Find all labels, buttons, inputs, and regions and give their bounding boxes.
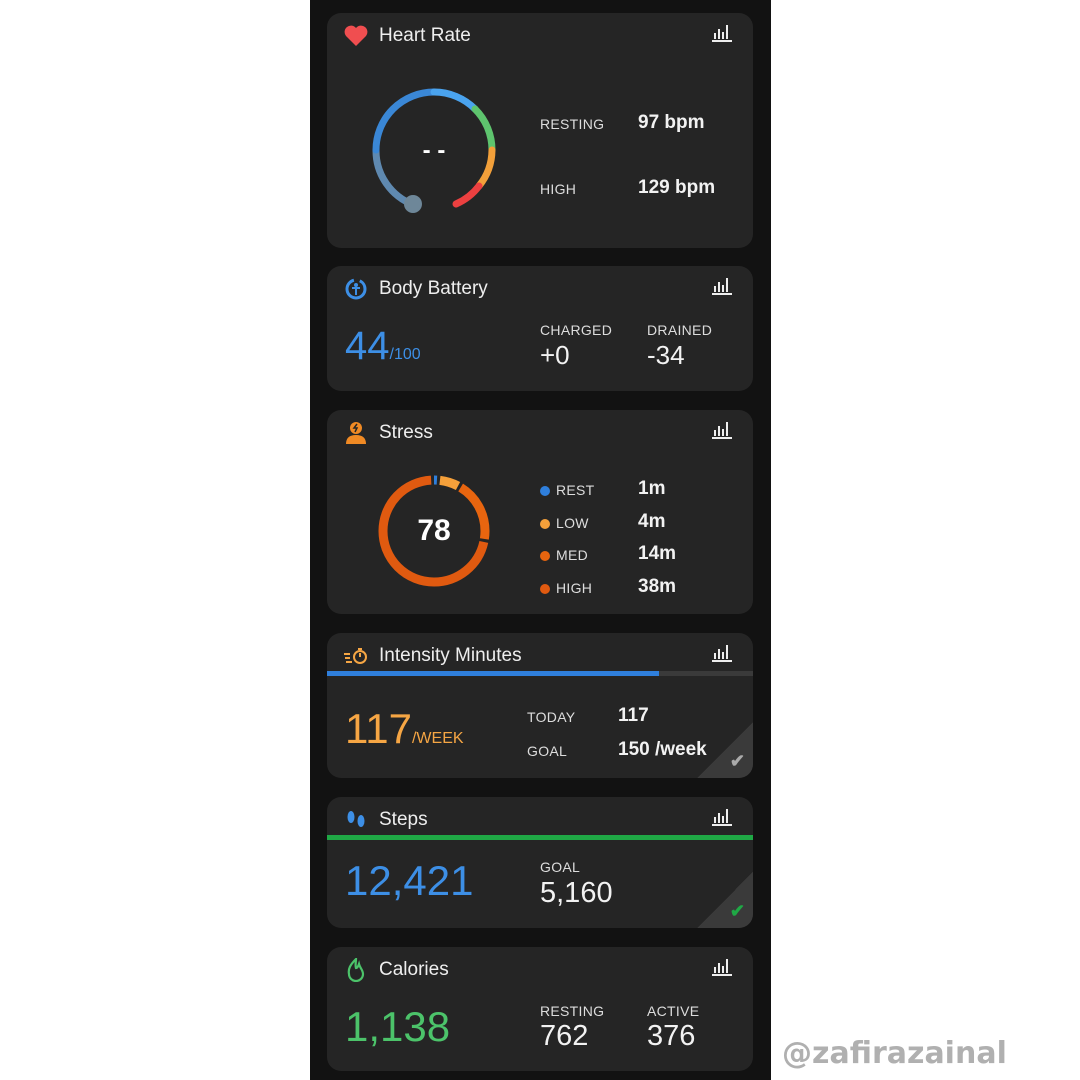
charged-label: CHARGED bbox=[540, 322, 613, 338]
legend-dot bbox=[540, 583, 550, 594]
card-title: Heart Rate bbox=[379, 25, 471, 46]
today-label: TODAY bbox=[527, 709, 576, 725]
bar-chart-icon[interactable] bbox=[711, 807, 733, 827]
bar-chart-icon[interactable] bbox=[711, 23, 733, 43]
stress-level-label: HIGH bbox=[556, 579, 593, 596]
card-title: Intensity Minutes bbox=[379, 645, 522, 666]
calories-card[interactable]: Calories 1,138 RESTING 762 ACTIVE 376 bbox=[327, 947, 753, 1071]
goal-label: GOAL bbox=[540, 859, 581, 875]
steps-value: 12,421 bbox=[345, 857, 474, 904]
goal-value: 150 /week bbox=[618, 739, 707, 760]
goal-value: 5,160 bbox=[540, 877, 613, 909]
intensity-value: 117 bbox=[345, 705, 412, 752]
check-icon: ✔ bbox=[729, 751, 745, 771]
check-icon: ✔ bbox=[729, 901, 745, 921]
stress-level-duration: 4m bbox=[638, 510, 666, 532]
stress-high-segment bbox=[378, 475, 490, 587]
bar-chart-icon[interactable] bbox=[711, 420, 733, 440]
high-value: 129 bpm bbox=[638, 177, 716, 198]
drained-value: -34 bbox=[647, 340, 685, 370]
body-battery-max: /100 bbox=[389, 346, 421, 363]
stress-legend-rest: REST bbox=[540, 482, 595, 498]
flame-icon bbox=[343, 957, 369, 983]
legend-dot bbox=[540, 486, 550, 497]
stress-rest-segment bbox=[378, 475, 490, 587]
active-label: ACTIVE bbox=[647, 1003, 700, 1019]
goal-status-corner: ✔ bbox=[697, 722, 753, 778]
calories-value: 1,138 bbox=[345, 1003, 451, 1050]
bar-chart-icon[interactable] bbox=[711, 643, 733, 663]
intensity-progress-bar bbox=[327, 671, 753, 676]
resting-label: RESTING bbox=[540, 1003, 605, 1019]
stress-level-duration: 38m bbox=[638, 575, 677, 597]
heart-rate-card[interactable]: Heart Rate - - RESTING 97 bpm HIGH 129 b… bbox=[327, 13, 753, 248]
stress-value: 78 bbox=[417, 514, 451, 547]
body-battery-card[interactable]: Body Battery 44/100 CHARGED +0 DRAINED -… bbox=[327, 266, 753, 391]
stress-legend-med: MED bbox=[540, 547, 588, 563]
legend-dot bbox=[540, 518, 550, 529]
active-value: 376 bbox=[647, 1020, 696, 1052]
watermark: @zafirazainal bbox=[782, 1036, 1007, 1071]
stress-level-duration: 1m bbox=[638, 478, 666, 499]
stopwatch-icon bbox=[343, 643, 369, 669]
body-battery-value: 44 bbox=[345, 324, 390, 368]
stress-level-duration: 14m bbox=[638, 543, 677, 564]
card-title: Calories bbox=[379, 959, 449, 980]
steps-card[interactable]: Steps 12,421 GOAL 5,160 ✔ bbox=[327, 797, 753, 928]
stress-ring bbox=[378, 475, 490, 587]
card-title: Stress bbox=[379, 422, 433, 443]
stress-level-label: MED bbox=[556, 547, 589, 563]
heart-rate-gauge bbox=[372, 88, 496, 213]
legend-dot bbox=[540, 551, 550, 562]
resting-value: 762 bbox=[540, 1020, 589, 1052]
charged-value: +0 bbox=[540, 340, 570, 370]
today-value: 117 bbox=[618, 705, 649, 726]
current-heart-rate: - - bbox=[422, 137, 446, 164]
bar-chart-icon[interactable] bbox=[711, 276, 733, 296]
stress-legend-low: LOW bbox=[540, 515, 589, 531]
card-title: Body Battery bbox=[379, 278, 488, 299]
high-label: HIGH bbox=[540, 181, 577, 197]
stress-level-label: LOW bbox=[556, 514, 589, 531]
stress-legend-high: HIGH bbox=[540, 580, 592, 596]
goal-status-corner: ✔ bbox=[697, 872, 753, 928]
phone-screen: Heart Rate - - RESTING 97 bpm HIGH 129 b… bbox=[310, 0, 771, 1080]
intensity-unit: /WEEK bbox=[411, 730, 464, 747]
resting-value: 97 bpm bbox=[638, 112, 705, 133]
steps-progress-bar bbox=[327, 835, 753, 840]
card-title: Steps bbox=[379, 809, 428, 830]
drained-label: DRAINED bbox=[647, 322, 713, 338]
body-battery-icon bbox=[343, 276, 369, 302]
intensity-minutes-card[interactable]: Intensity Minutes 117/WEEK TODAY 117 GOA… bbox=[327, 633, 753, 778]
footprints-icon bbox=[343, 807, 369, 833]
resting-label: RESTING bbox=[540, 116, 605, 132]
stress-person-icon bbox=[343, 420, 369, 446]
stress-level-label: REST bbox=[556, 482, 595, 498]
heart-icon bbox=[343, 23, 369, 49]
stress-med-segment bbox=[378, 475, 490, 587]
stress-card[interactable]: Stress 78 REST 1m LOW 4m MED 14m HIGH 38m bbox=[327, 410, 753, 614]
goal-label: GOAL bbox=[527, 743, 568, 759]
bar-chart-icon[interactable] bbox=[711, 957, 733, 977]
